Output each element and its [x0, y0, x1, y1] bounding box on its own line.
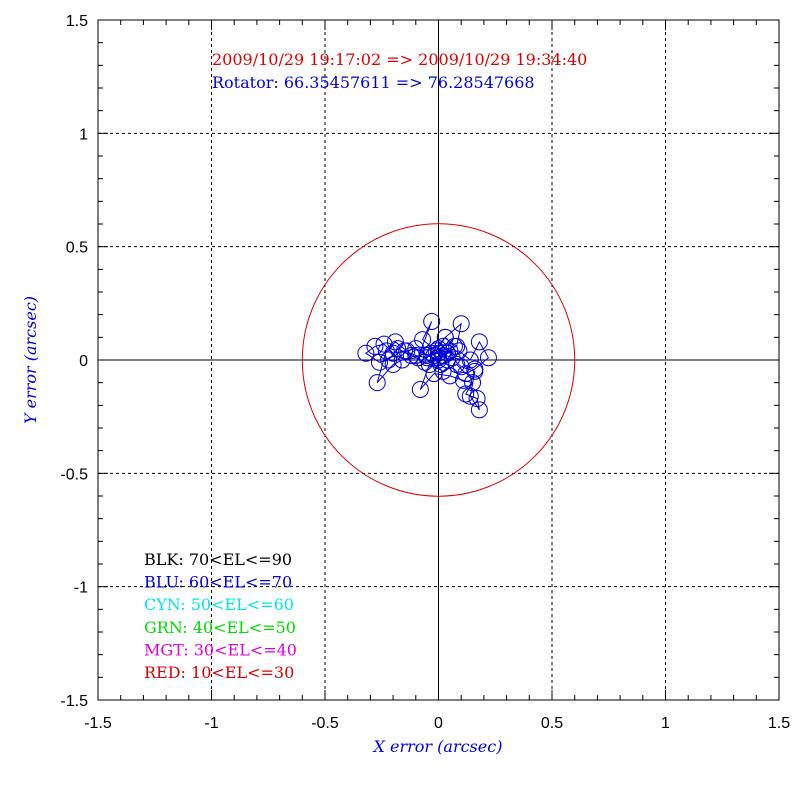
y-tick-label: -1.5: [60, 693, 88, 710]
y-tick-label: 1: [79, 126, 88, 143]
legend-entry: RED: 10<EL<=30: [144, 663, 294, 682]
x-tick-label: 1.5: [768, 715, 790, 732]
x-axis-title: X error (arcsec): [372, 737, 503, 756]
x-tick-label: 1: [661, 715, 670, 732]
data-point: [366, 337, 384, 355]
legend-entry: BLU: 60<EL<=70: [144, 573, 292, 592]
data-point: [384, 356, 402, 374]
y-axis-title: Y error (arcsec): [21, 296, 40, 424]
x-tick-label: -1: [204, 715, 218, 732]
y-tick-labels: -1.5 -1 -0.5 0 0.5 1 1.5: [60, 13, 88, 710]
data-point: [479, 349, 497, 367]
y-tick-label: 0.5: [66, 240, 88, 257]
data-point: [389, 340, 407, 358]
x-tick-label: 0: [434, 715, 443, 732]
data-point: [436, 328, 454, 346]
x-tick-label: -0.5: [311, 715, 339, 732]
y-tick-label: -1: [74, 580, 88, 597]
data-point: [430, 349, 447, 367]
y-tick-label: 0: [79, 353, 88, 370]
legend-entry: CYN: 50<EL<=60: [144, 595, 294, 614]
data-point: [457, 385, 475, 403]
data-point: [470, 333, 488, 351]
data-point: [425, 346, 443, 364]
data-point: [434, 337, 452, 355]
legend-entry: MGT: 30<EL<=40: [144, 640, 297, 659]
legend-entry: GRN: 40<EL<=50: [144, 618, 296, 637]
data-point: [432, 356, 450, 374]
reference-circle: [301, 223, 576, 497]
x-tick-labels: -1.5 -1 -0.5 0 0.5 1 1.5: [84, 715, 790, 732]
data-point: [461, 387, 479, 405]
data-point: [461, 351, 479, 369]
y-tick-label: 1.5: [66, 13, 88, 30]
data-point: [386, 333, 404, 351]
data-point: [377, 342, 395, 360]
data-point: [407, 346, 425, 364]
data-point: [357, 344, 375, 362]
x-tick-label: 0.5: [541, 715, 563, 732]
data-point: [454, 371, 472, 389]
data-point: [407, 340, 425, 358]
data-point: [452, 358, 470, 376]
series-track-0: [365, 321, 490, 411]
data-point: [368, 374, 386, 392]
data-point: [468, 390, 486, 408]
data-series: [357, 312, 497, 419]
data-point: [375, 335, 393, 353]
rotator-header: Rotator: 66.35457611 => 76.28547668: [212, 73, 535, 92]
data-point: [423, 312, 441, 330]
time-range-header: 2009/10/29 19:17:02 => 2009/10/29 19:34:…: [212, 50, 587, 69]
data-point: [445, 337, 463, 355]
plot-frame: [97, 19, 780, 701]
reference-circle-group: [301, 223, 576, 497]
data-point: [452, 315, 470, 333]
x-tick-label: -1.5: [84, 715, 112, 732]
data-point: [414, 331, 432, 349]
data-point: [411, 380, 429, 398]
elevation-legend: BLK: 70<EL<=90 BLU: 60<EL<=70 CYN: 50<EL<=…: [144, 550, 297, 682]
y-tick-label: -0.5: [60, 466, 88, 483]
data-point: [470, 401, 488, 419]
legend-entry: BLK: 70<EL<=90: [144, 550, 292, 569]
data-point: [466, 362, 484, 380]
data-point: [380, 351, 398, 369]
